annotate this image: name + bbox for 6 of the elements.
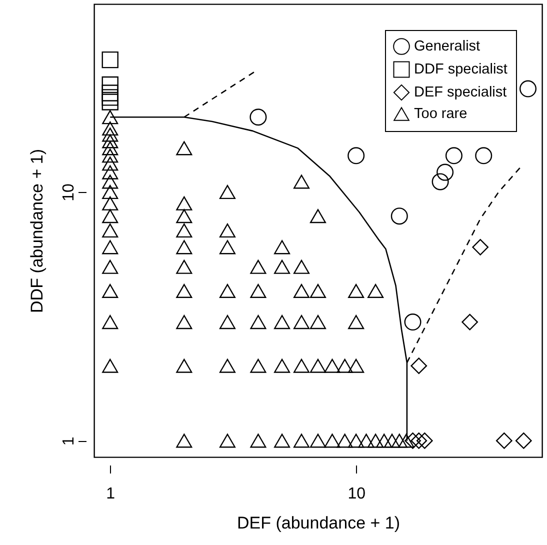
legend-label: DDF specialist	[414, 62, 508, 78]
legend-label: Too rare	[414, 106, 468, 122]
x-axis-title: DEF (abundance + 1)	[236, 514, 400, 532]
legend-label: Generalist	[414, 38, 480, 54]
legend-label: DEF specialist	[414, 84, 507, 100]
y-axis-title: DDF (abundance + 1)	[28, 149, 46, 313]
